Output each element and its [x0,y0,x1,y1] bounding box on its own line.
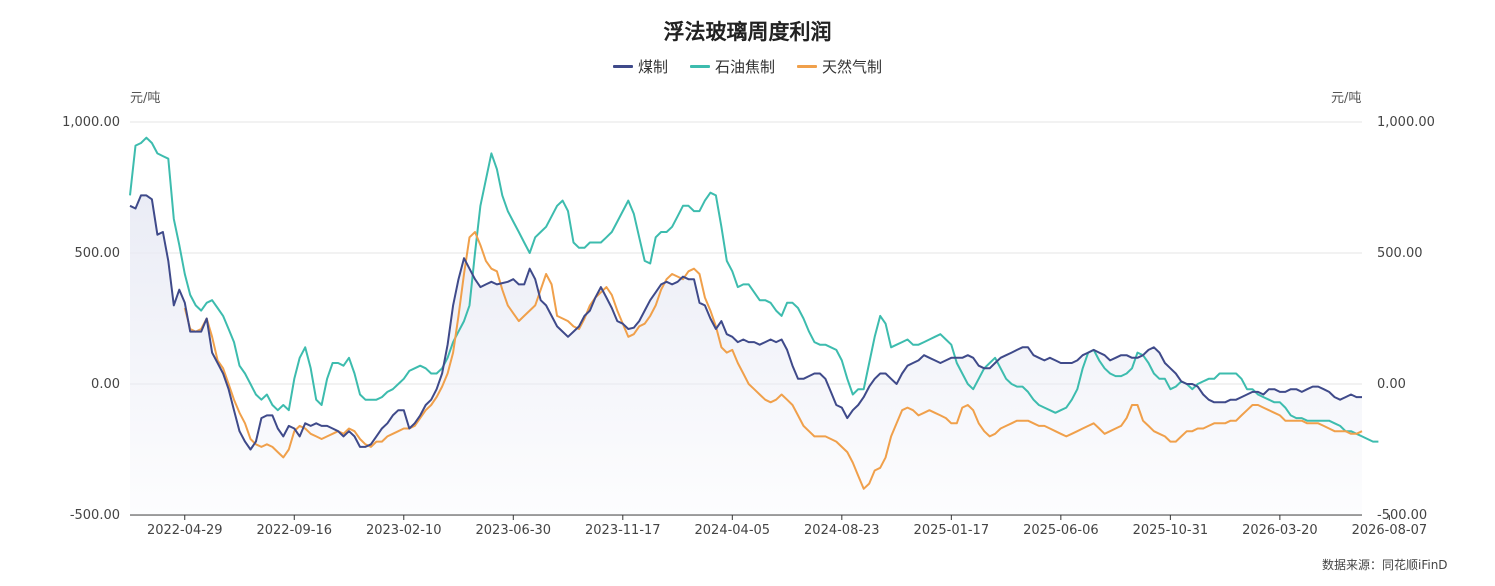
x-tick-label: 2025-10-31 [1133,523,1209,538]
series-line-oil-coke [129,136,1379,443]
y-tick-label-left: 1,000.00 [62,115,120,130]
y-axis-unit-left: 元/吨 [130,91,161,106]
legend-swatch-gas [797,65,817,68]
x-tick-label: 2026-08-07 [1352,523,1428,538]
y-tick-label-left: 0.00 [91,377,120,392]
y-tick-label-right: 0.00 [1377,377,1406,392]
legend-item-oil-coke[interactable]: 石油焦制 [689,56,775,77]
legend: 煤制 石油焦制 天然气制 [0,56,1495,77]
x-tick-label: 2023-06-30 [476,523,552,538]
legend-label-oil-coke: 石油焦制 [714,58,775,76]
legend-label-coal: 煤制 [637,58,668,76]
legend-item-coal[interactable]: 煤制 [612,56,668,77]
x-tick-label: 2022-09-16 [256,523,332,538]
x-tick-label: 2026-03-20 [1242,523,1318,538]
series-area-coal [130,195,1362,515]
y-axis-unit-right: 元/吨 [1331,91,1362,106]
legend-swatch-coal [612,65,633,68]
y-tick-label-right: -500.00 [1377,508,1427,523]
x-tick-label: 2023-11-17 [585,523,661,538]
legend-label-gas: 天然气制 [822,58,883,76]
series-line-coal [129,194,1362,451]
series-line-gas [183,231,1363,490]
data-source-note: 数据来源：同花顺iFinD [1322,558,1448,572]
x-tick-label: 2023-02-10 [366,523,442,538]
y-tick-label-right: 500.00 [1377,246,1423,261]
x-tick-label: 2024-04-05 [695,523,771,538]
chart-title: 浮法玻璃周度利润 [663,20,832,44]
x-tick-label: 2024-08-23 [804,523,880,538]
x-tick-label: 2025-06-06 [1023,523,1099,538]
y-tick-label-left: 500.00 [75,246,121,261]
x-tick-label: 2022-04-29 [147,523,223,538]
y-tick-label-left: -500.00 [70,508,120,523]
x-tick-label: 2025-01-17 [914,523,990,538]
y-tick-label-right: 1,000.00 [1377,115,1435,130]
legend-swatch-oil-coke [689,65,710,68]
legend-item-gas[interactable]: 天然气制 [797,56,882,77]
